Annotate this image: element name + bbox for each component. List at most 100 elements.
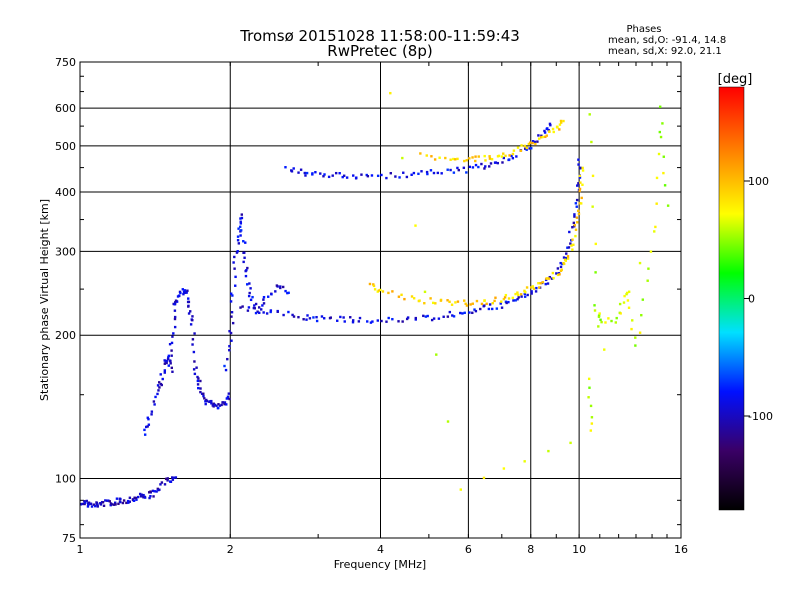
echo-point: [254, 311, 258, 315]
echo-point: [371, 320, 374, 323]
echo-point: [530, 286, 533, 289]
echo-point: [600, 320, 603, 324]
echo-point: [463, 299, 466, 302]
echo-point: [546, 127, 549, 130]
echo-point: [327, 175, 331, 179]
echo-point: [246, 283, 249, 286]
echo-point: [231, 321, 235, 325]
echo-point: [594, 242, 597, 246]
echo-point: [572, 243, 575, 246]
x-tick-label: 4: [377, 543, 384, 556]
echo-point: [373, 288, 377, 291]
echo-point: [566, 246, 569, 249]
echo-point: [99, 502, 103, 505]
y-tick-label: 500: [55, 140, 76, 153]
x-tick-label: 2: [227, 543, 234, 556]
echo-point: [418, 299, 421, 302]
echo-point: [248, 282, 251, 285]
echo-point: [117, 502, 120, 506]
echo-point: [649, 250, 653, 253]
echo-point: [402, 171, 405, 174]
echo-point: [533, 140, 537, 144]
echo-point: [163, 362, 167, 365]
echo-point: [173, 302, 176, 306]
echo-point: [536, 140, 539, 143]
echo-point: [508, 158, 511, 161]
echo-point: [578, 187, 582, 191]
echo-point: [567, 246, 571, 249]
echo-point: [519, 293, 523, 296]
echo-point: [83, 500, 86, 503]
echo-point: [424, 315, 428, 318]
echo-point: [291, 313, 294, 317]
echo-point: [548, 275, 552, 279]
echo-point: [587, 377, 591, 381]
echo-point: [548, 130, 551, 133]
echo-point: [432, 171, 436, 175]
echo-point: [262, 311, 265, 314]
echo-point: [562, 261, 565, 265]
echo-point: [284, 289, 287, 293]
echo-point: [173, 309, 177, 312]
echo-point: [578, 202, 582, 205]
echo-point: [366, 174, 370, 178]
echo-point: [173, 315, 177, 319]
echo-point: [240, 213, 243, 216]
echo-point: [576, 184, 579, 187]
echo-point: [622, 301, 626, 304]
echo-point: [657, 152, 661, 156]
echo-point: [228, 344, 231, 348]
echo-point: [581, 183, 584, 186]
echo-point: [319, 172, 322, 175]
echo-point: [541, 281, 545, 284]
echo-point: [465, 171, 468, 174]
y-tick-label: 200: [55, 329, 76, 342]
echo-point: [269, 309, 273, 312]
echo-point: [193, 372, 197, 376]
echo-point: [541, 135, 544, 139]
echo-point: [552, 130, 555, 134]
y-tick-label: 100: [55, 473, 76, 486]
echo-point: [457, 168, 460, 172]
echo-points: [80, 91, 670, 508]
echo-point: [199, 390, 202, 394]
echo-point: [580, 202, 583, 205]
echo-point: [203, 397, 206, 400]
echo-point: [406, 316, 410, 319]
echo-point: [227, 392, 231, 395]
echo-point: [391, 317, 394, 321]
echo-point: [239, 220, 242, 223]
echo-point: [429, 169, 433, 172]
echo-point: [463, 311, 466, 315]
echo-point: [182, 292, 185, 296]
echo-point: [322, 175, 325, 178]
echo-point: [574, 234, 577, 238]
echo-point: [559, 261, 562, 265]
echo-point: [502, 156, 506, 160]
echo-point: [240, 216, 244, 220]
echo-point: [152, 495, 155, 498]
echo-point: [575, 205, 578, 208]
echo-point: [315, 319, 319, 323]
echo-point: [174, 299, 178, 302]
echo-point: [262, 302, 266, 305]
colorbar-tick-label: -100: [748, 410, 773, 423]
echo-point: [270, 293, 273, 296]
echo-point: [236, 235, 240, 238]
echo-point: [530, 147, 533, 150]
echo-point: [516, 146, 520, 149]
echo-point: [247, 294, 251, 298]
echo-point: [539, 282, 542, 285]
echo-point: [412, 297, 416, 300]
echo-point: [516, 291, 519, 294]
echo-point: [517, 296, 520, 299]
echo-point: [204, 400, 207, 403]
echo-point: [217, 403, 220, 406]
echo-point: [179, 291, 182, 295]
echo-point: [588, 386, 591, 389]
echo-point: [474, 309, 478, 313]
echo-point: [570, 239, 573, 242]
echo-point: [510, 154, 513, 158]
echo-point: [104, 499, 107, 502]
echo-point: [477, 155, 480, 158]
